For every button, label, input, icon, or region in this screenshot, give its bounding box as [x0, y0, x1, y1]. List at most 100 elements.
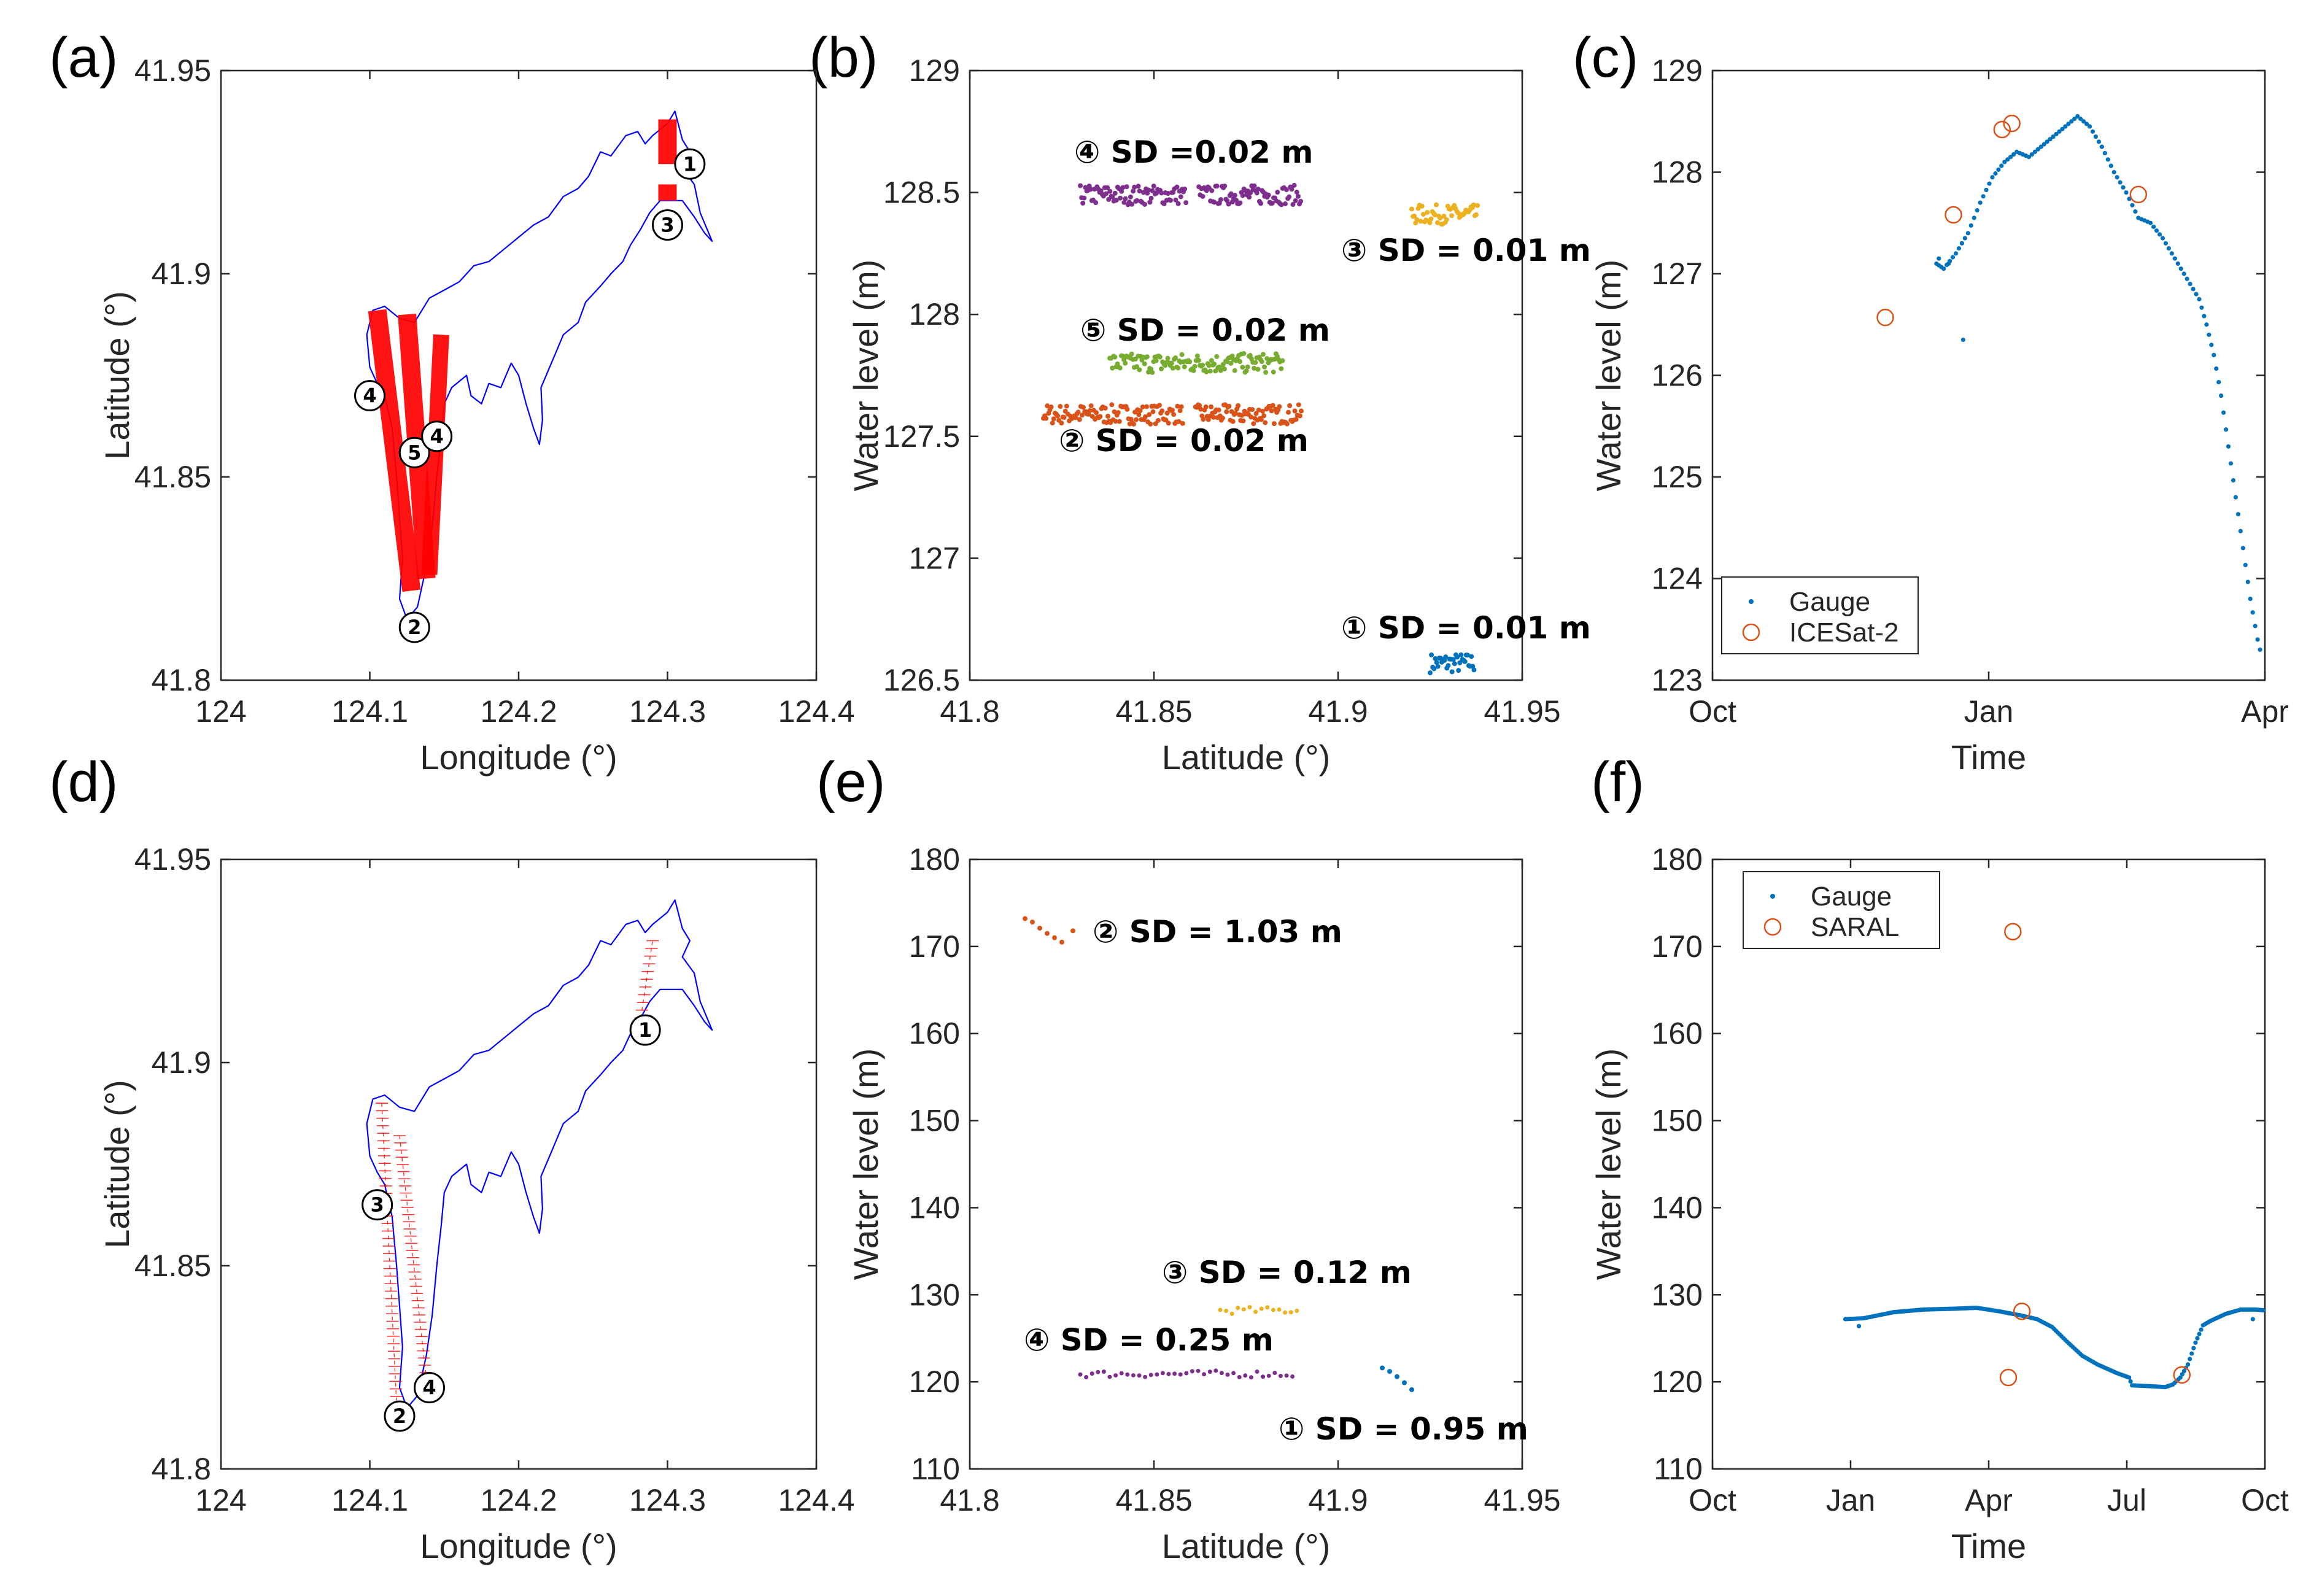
gauge-point [1950, 255, 1956, 260]
gauge-point [2093, 134, 2099, 139]
data-point [1279, 366, 1284, 371]
y-tick-label: 128.5 [883, 176, 960, 210]
gauge-point [2038, 144, 2043, 149]
data-point [1412, 214, 1417, 219]
gauge-point [2160, 236, 2165, 241]
x-tick-label: 124.3 [629, 1483, 706, 1517]
data-point [1244, 368, 1249, 374]
data-point [1118, 195, 1123, 201]
data-point [1387, 1369, 1392, 1374]
y-tick-label: 123 [1652, 663, 1703, 697]
y-tick-label: 180 [1652, 842, 1703, 877]
data-point [1287, 194, 1292, 200]
gauge-point [2195, 1336, 2200, 1341]
data-point [1179, 352, 1185, 357]
x-tick-label: 41.85 [1115, 694, 1192, 729]
data-point [1255, 366, 1261, 372]
y-tick-label: 41.8 [152, 663, 211, 697]
data-point [1087, 408, 1093, 414]
data-point [1211, 414, 1217, 420]
data-point [1112, 190, 1118, 196]
y-tick-label: 110 [911, 1452, 960, 1486]
altimetry-point [1876, 308, 1894, 327]
data-point [1061, 415, 1067, 420]
altimetry-point [2004, 923, 2022, 940]
data-point [1261, 1374, 1266, 1379]
data-point [1240, 365, 1245, 370]
data-point [1084, 1375, 1089, 1380]
x-tick-label: Apr [1965, 1483, 2013, 1517]
x-tick-label: 41.85 [1115, 1483, 1192, 1517]
data-point [1121, 200, 1127, 205]
data-point [1253, 360, 1258, 365]
data-point [1251, 421, 1256, 427]
data-point [1435, 664, 1441, 669]
x-tick-label: 124 [195, 1483, 246, 1517]
data-point [1157, 403, 1162, 408]
data-point [1184, 1371, 1189, 1376]
gauge-point [2124, 190, 2129, 195]
x-tick-label: Jan [1826, 1483, 1876, 1517]
data-point [1142, 201, 1147, 207]
legend-alt-label: SARAL [1811, 912, 1899, 942]
gauge-point [1990, 175, 1995, 180]
sd-annotation: ① SD = 0.95 m [1279, 1411, 1528, 1447]
gauge-point [2115, 175, 2119, 180]
panel-label-e: (e) [816, 751, 885, 813]
data-point [1124, 184, 1129, 190]
data-point [1209, 188, 1215, 193]
gauge-point [2231, 478, 2236, 483]
data-point [1191, 368, 1196, 373]
x-tick-label: 41.9 [1308, 1483, 1368, 1517]
data-point [1112, 409, 1117, 414]
data-point [1237, 1374, 1242, 1379]
data-point [1166, 1371, 1171, 1376]
data-point [1146, 187, 1151, 193]
data-point [1119, 188, 1124, 194]
gauge-point [2157, 232, 2162, 237]
gauge-point [2127, 1375, 2132, 1380]
y-tick-label: 129 [909, 53, 960, 88]
data-point [1037, 926, 1042, 931]
data-point [1200, 193, 1206, 199]
data-point [1124, 406, 1130, 412]
gauge-point [2072, 117, 2077, 122]
data-point [1132, 184, 1137, 190]
gauge-point [2214, 366, 2219, 371]
panel-label-f: (f) [1591, 751, 1644, 813]
panel-label-d: (d) [49, 751, 118, 813]
data-point [1150, 409, 1156, 414]
gauge-point [2209, 343, 2214, 347]
data-point [1433, 202, 1439, 207]
data-point [1438, 215, 1443, 221]
data-point [1159, 366, 1164, 371]
gauge-point [2063, 124, 2068, 129]
data-point [1070, 928, 1075, 934]
gauge-point [2096, 139, 2102, 144]
data-point [1078, 1372, 1083, 1377]
legend-alt-label: ICESat-2 [1789, 618, 1899, 648]
data-point [1147, 200, 1153, 205]
gauge-point [2191, 1346, 2196, 1350]
data-point [1023, 916, 1027, 921]
data-point [1170, 408, 1175, 413]
gauge-point [2185, 276, 2189, 281]
data-point [1207, 368, 1213, 374]
x-tick-label: 124.1 [331, 1483, 408, 1517]
data-point [1209, 404, 1213, 409]
data-point [1409, 1387, 1414, 1392]
data-point [1203, 404, 1209, 409]
gauge-point [2245, 579, 2250, 584]
data-point [1140, 404, 1145, 409]
gauge-point [2178, 266, 2183, 271]
altimetry-point [2013, 1302, 2031, 1320]
site-marker [414, 1372, 445, 1404]
data-point [1462, 659, 1468, 664]
data-point [1266, 192, 1271, 198]
panel-b: 41.8 41.85 41.9 41.95 126.5 127 127.5 128 128.5 1… [846, 53, 1591, 777]
data-point [1196, 1368, 1201, 1373]
x-tick-label: 124.4 [778, 1483, 854, 1517]
data-point [1174, 184, 1180, 190]
site-marker [354, 380, 385, 412]
data-point [1277, 1307, 1282, 1312]
